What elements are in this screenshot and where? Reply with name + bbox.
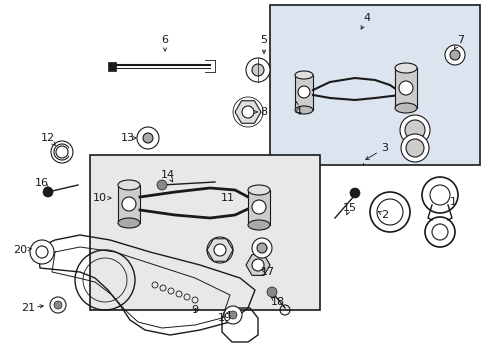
Polygon shape	[235, 101, 261, 123]
Circle shape	[251, 238, 271, 258]
Ellipse shape	[294, 106, 312, 114]
Bar	[90, 155, 319, 310]
Ellipse shape	[118, 218, 140, 228]
Circle shape	[214, 244, 225, 256]
Circle shape	[30, 240, 54, 264]
Ellipse shape	[294, 71, 312, 79]
Text: 8: 8	[260, 107, 267, 117]
Text: 13: 13	[121, 133, 135, 143]
Circle shape	[157, 180, 167, 190]
Circle shape	[405, 139, 423, 157]
Text: 15: 15	[342, 203, 356, 213]
Text: 12: 12	[41, 133, 55, 143]
Circle shape	[266, 287, 276, 297]
Ellipse shape	[394, 103, 416, 113]
Circle shape	[400, 134, 428, 162]
Circle shape	[43, 187, 53, 197]
Text: 10: 10	[93, 193, 107, 203]
Circle shape	[54, 301, 62, 309]
Text: 9: 9	[191, 305, 198, 315]
Text: 14: 14	[161, 170, 175, 180]
Bar	[247, 190, 269, 225]
Bar	[394, 68, 416, 108]
Text: 20: 20	[13, 245, 27, 255]
Text: 3: 3	[381, 143, 387, 153]
Text: 7: 7	[456, 35, 464, 45]
Text: 11: 11	[221, 193, 235, 203]
Circle shape	[251, 64, 264, 76]
Circle shape	[257, 243, 266, 253]
Circle shape	[122, 197, 136, 211]
Circle shape	[206, 237, 232, 263]
Circle shape	[251, 200, 265, 214]
Circle shape	[251, 259, 264, 271]
Text: 19: 19	[218, 313, 232, 323]
Circle shape	[404, 120, 424, 140]
Circle shape	[399, 115, 429, 145]
Circle shape	[297, 86, 309, 98]
Circle shape	[242, 106, 253, 118]
Circle shape	[349, 188, 359, 198]
Text: 1: 1	[448, 197, 456, 207]
Circle shape	[449, 50, 459, 60]
Bar	[108, 62, 116, 71]
Ellipse shape	[247, 220, 269, 230]
Circle shape	[228, 311, 237, 319]
Circle shape	[142, 133, 153, 143]
Text: 18: 18	[270, 297, 285, 307]
Text: 4: 4	[294, 107, 301, 117]
Circle shape	[137, 127, 159, 149]
Text: 6: 6	[161, 35, 168, 45]
Bar	[269, 5, 479, 165]
Ellipse shape	[118, 180, 140, 190]
Text: 17: 17	[261, 267, 274, 277]
Circle shape	[51, 141, 73, 163]
Text: 5: 5	[260, 35, 267, 45]
Circle shape	[245, 58, 269, 82]
Polygon shape	[245, 255, 269, 275]
Text: 4: 4	[363, 13, 370, 23]
Bar	[118, 185, 140, 223]
Ellipse shape	[247, 185, 269, 195]
Circle shape	[224, 306, 242, 324]
Circle shape	[398, 81, 412, 95]
Text: 16: 16	[35, 178, 49, 188]
Ellipse shape	[394, 63, 416, 73]
Text: 2: 2	[381, 210, 388, 220]
Text: 21: 21	[21, 303, 35, 313]
Circle shape	[444, 45, 464, 65]
Polygon shape	[206, 239, 232, 261]
Bar	[294, 75, 312, 110]
